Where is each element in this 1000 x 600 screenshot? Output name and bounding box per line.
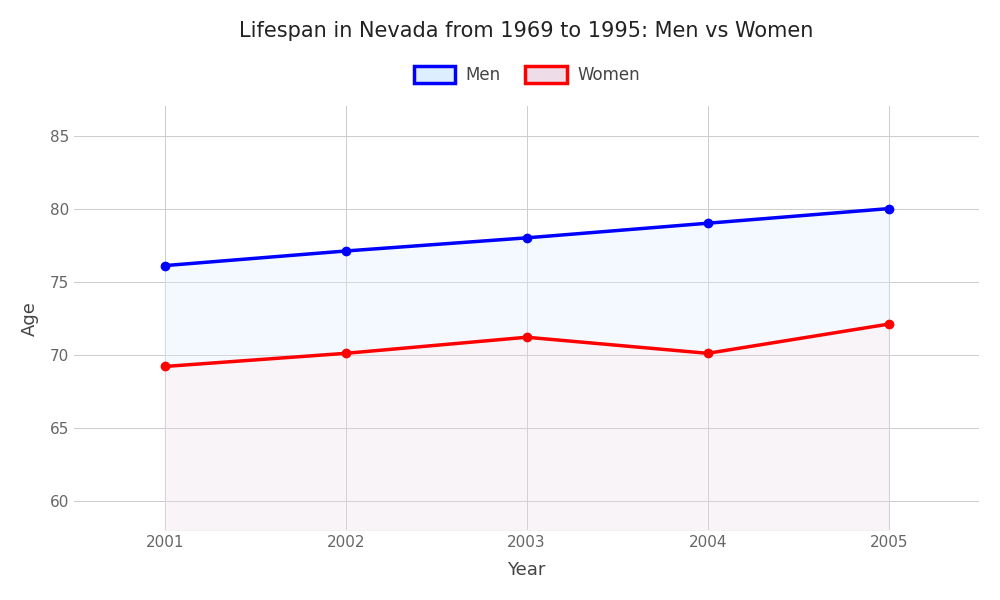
Women bbox=[702, 350, 714, 357]
Men bbox=[159, 262, 171, 269]
Women bbox=[521, 334, 533, 341]
Women bbox=[159, 363, 171, 370]
Women bbox=[883, 320, 895, 328]
Y-axis label: Age: Age bbox=[21, 301, 39, 335]
Title: Lifespan in Nevada from 1969 to 1995: Men vs Women: Lifespan in Nevada from 1969 to 1995: Me… bbox=[239, 21, 814, 41]
Men bbox=[340, 247, 352, 254]
X-axis label: Year: Year bbox=[507, 561, 546, 579]
Legend: Men, Women: Men, Women bbox=[407, 59, 646, 91]
Men bbox=[883, 205, 895, 212]
Line: Women: Women bbox=[161, 320, 893, 371]
Women bbox=[340, 350, 352, 357]
Men bbox=[521, 234, 533, 241]
Line: Men: Men bbox=[161, 205, 893, 270]
Men bbox=[702, 220, 714, 227]
